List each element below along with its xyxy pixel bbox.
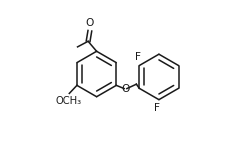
Text: O: O — [121, 84, 130, 94]
Text: F: F — [154, 103, 160, 113]
Text: OCH₃: OCH₃ — [56, 96, 82, 106]
Text: O: O — [86, 17, 94, 28]
Text: F: F — [135, 52, 141, 62]
